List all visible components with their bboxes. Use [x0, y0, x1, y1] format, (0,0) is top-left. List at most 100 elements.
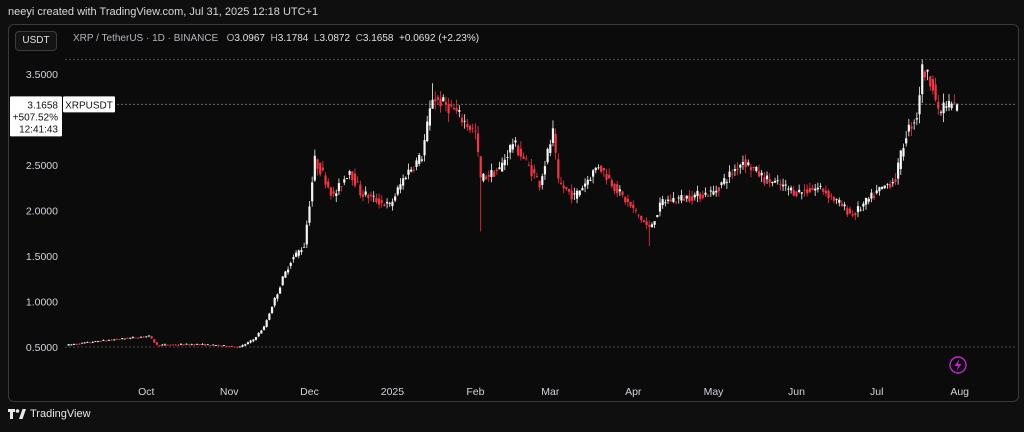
price-tag-change: +507.52%: [13, 112, 58, 123]
candle-body: [955, 104, 959, 111]
candle-body: [369, 194, 373, 196]
candle-body: [83, 342, 86, 344]
brand-name: TradingView: [30, 408, 91, 420]
candle-body: [246, 342, 250, 345]
x-tick-label: Jul: [870, 386, 883, 398]
candle-body: [126, 338, 129, 339]
candle-body: [501, 162, 504, 172]
candle-body: [792, 190, 795, 196]
candle-body: [781, 184, 785, 187]
candle-body: [583, 183, 587, 187]
candle-body: [463, 120, 466, 122]
candle-body: [543, 166, 547, 175]
low-value: 3.0872: [319, 33, 351, 44]
candle-body: [118, 339, 121, 341]
candle-body: [137, 337, 140, 339]
candle-body: [776, 180, 779, 182]
quote-currency-button[interactable]: USDT: [15, 31, 57, 51]
candle-body: [755, 166, 758, 171]
candle-body: [950, 103, 953, 109]
candle-body: [107, 340, 110, 341]
y-tick-label: 2.0000: [26, 206, 58, 218]
candle-body: [616, 184, 619, 194]
candle-body: [86, 341, 89, 343]
open-label: O: [226, 33, 235, 44]
candle-body: [142, 336, 145, 338]
candle-body: [744, 159, 747, 168]
candle-body: [276, 294, 279, 299]
candle-body: [672, 197, 675, 202]
candle-body: [846, 208, 849, 215]
credit-line: neeyi created with TradingView.com, Jul …: [8, 6, 319, 18]
candle-body: [682, 198, 686, 201]
candle-body: [204, 344, 207, 346]
candle-body: [824, 190, 827, 194]
high-value: 3.1784: [277, 33, 309, 44]
candle-body: [450, 104, 453, 107]
candle-body: [688, 195, 691, 202]
candle-body: [102, 339, 105, 341]
candle-body: [709, 190, 712, 192]
candle-body: [693, 194, 696, 198]
candle-body: [80, 342, 84, 344]
gridlines: [65, 59, 1016, 348]
candle-body: [452, 107, 456, 110]
x-tick-label: Jun: [788, 386, 805, 398]
candle-body: [171, 344, 175, 346]
bolt-icon[interactable]: [949, 356, 967, 374]
candle-body: [420, 159, 423, 161]
change-value: +0.0692 (+2.23%): [399, 33, 480, 44]
candle-body: [838, 199, 841, 203]
candle-body: [316, 159, 319, 169]
candle-body: [169, 344, 172, 346]
candle-body: [525, 158, 528, 160]
candle-body: [530, 165, 533, 177]
candle-body: [757, 171, 761, 177]
brand-footer[interactable]: TradingView: [8, 408, 91, 420]
candle-body: [712, 191, 715, 195]
candle-body: [460, 117, 464, 123]
candle-body: [206, 344, 209, 346]
candle-body: [407, 169, 410, 175]
candle-body: [814, 188, 817, 191]
candle-body: [929, 76, 932, 87]
candle-body: [423, 140, 426, 156]
candle-body: [241, 345, 244, 347]
candle-body: [319, 162, 322, 175]
candle-body: [728, 171, 731, 178]
candle-body: [377, 198, 381, 205]
candle-body: [538, 180, 541, 188]
candle-body: [848, 208, 852, 214]
candle-body: [335, 193, 338, 197]
candle-body: [503, 159, 506, 166]
candle-body: [209, 345, 212, 347]
candle-body: [233, 346, 236, 348]
candle-body: [915, 118, 918, 120]
candle-body: [605, 173, 608, 180]
candle-body: [736, 168, 739, 170]
x-tick-label: Feb: [466, 386, 484, 398]
candle-body: [870, 192, 873, 199]
candle-body: [798, 189, 801, 193]
candle-body: [506, 157, 509, 158]
candle-body: [800, 192, 803, 194]
candle-body: [220, 345, 223, 347]
candle-body: [854, 213, 857, 216]
candle-body: [666, 199, 670, 201]
candle-body: [771, 181, 774, 184]
candle-body: [308, 206, 311, 223]
candle-body: [511, 144, 514, 150]
candle-body: [696, 190, 699, 197]
candle-body: [131, 337, 134, 338]
candle-body: [891, 181, 894, 184]
candle-body: [436, 97, 440, 100]
candle-body: [610, 180, 613, 187]
candle-body: [236, 346, 239, 348]
candle-body: [337, 183, 341, 192]
x-tick-label: Aug: [950, 386, 969, 398]
candle-body: [418, 155, 421, 164]
candle-body: [752, 166, 755, 169]
candle-body: [765, 175, 769, 180]
candle-body: [642, 220, 646, 223]
candle-body: [230, 346, 233, 348]
